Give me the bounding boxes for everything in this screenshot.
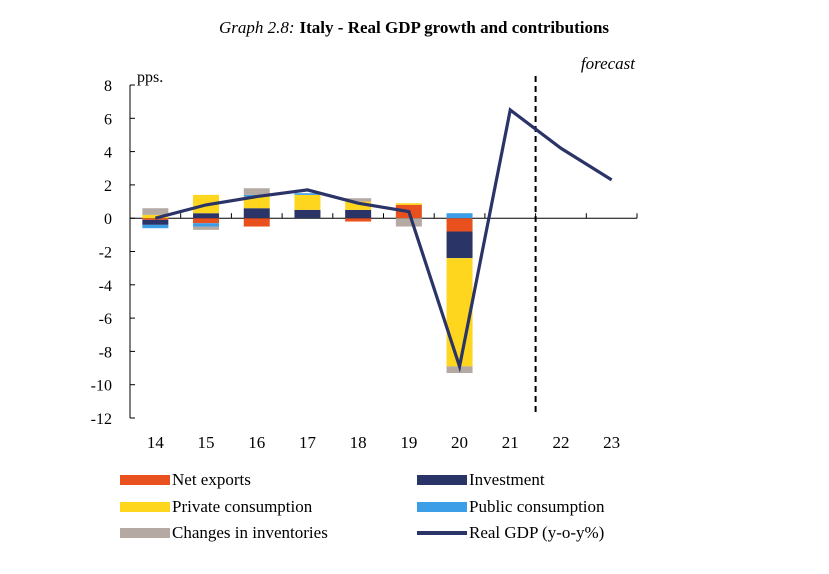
bar-changes-in-inventories	[395, 218, 422, 227]
legend-label-private-consumption: Private consumption	[172, 497, 313, 516]
legend-item-investment: Investment	[417, 468, 545, 492]
bar-private-consumption	[345, 201, 372, 210]
bar-public-consumption	[142, 224, 169, 229]
bar-changes-in-inventories	[142, 208, 169, 215]
bar-net-exports	[243, 218, 270, 227]
legend-label-real-gdp: Real GDP (y-o-y%)	[469, 523, 605, 542]
chart-title-text: Italy - Real GDP growth and contribution…	[300, 18, 610, 37]
y-tick-label: 0	[104, 211, 112, 228]
bar-private-consumption	[243, 196, 270, 209]
x-tick-label: 19	[400, 433, 417, 452]
y-tick-label: -2	[99, 245, 112, 262]
legend-item-real-gdp: Real GDP (y-o-y%)	[417, 521, 604, 545]
bar-changes-in-inventories	[243, 188, 270, 195]
x-tick-label: 22	[552, 433, 569, 452]
bar-net-exports	[345, 218, 372, 222]
bar-public-consumption	[294, 193, 321, 195]
bar-investment	[142, 219, 169, 225]
gdp-line-layer	[154, 107, 613, 373]
bar-private-consumption	[446, 258, 473, 367]
bar-net-exports	[142, 218, 169, 220]
forecast-label: forecast	[581, 54, 636, 73]
bar-private-consumption	[395, 203, 422, 205]
legend-label-public-consumption: Public consumption	[469, 497, 605, 516]
y-tick-label: 2	[104, 178, 112, 195]
x-tick-label: 17	[299, 433, 317, 452]
legend-item-changes-in-inventories: Changes in inventories	[120, 521, 328, 545]
bar-changes-in-inventories	[345, 198, 372, 202]
legend-swatch-net-exports	[120, 475, 170, 485]
legend-label-net-exports: Net exports	[172, 470, 251, 489]
y-axis-unit-label: pps.	[137, 69, 163, 86]
x-tick-label: 14	[147, 433, 165, 452]
bar-public-consumption	[446, 213, 473, 219]
bars	[142, 188, 473, 374]
legend-label-investment: Investment	[469, 470, 545, 489]
legend-swatch-investment	[417, 475, 467, 485]
bar-investment	[345, 209, 372, 219]
bar-changes-in-inventories	[193, 226, 220, 230]
x-tick-label: 18	[350, 433, 367, 452]
bar-investment	[294, 209, 321, 219]
legend-item-private-consumption: Private consumption	[120, 495, 312, 519]
legend-label-changes-in-inventories: Changes in inventories	[172, 523, 328, 542]
bar-investment	[193, 213, 220, 219]
x-tick-label: 15	[198, 433, 215, 452]
y-tick-label: 6	[104, 111, 112, 128]
y-tick-label: -8	[99, 344, 112, 361]
x-tick-label: 16	[248, 433, 265, 452]
legend-item-public-consumption: Public consumption	[417, 495, 605, 519]
gdp-line	[154, 107, 613, 373]
y-tick-label: 8	[104, 78, 112, 95]
bar-private-consumption	[142, 214, 169, 219]
y-tick-label: 4	[104, 145, 112, 162]
y-tick-label: -12	[91, 411, 112, 428]
bar-investment	[446, 231, 473, 259]
legend-swatch-changes-in-inventories	[120, 528, 170, 538]
legend: Net exports Private consumption Changes …	[120, 468, 680, 558]
legend-item-net-exports: Net exports	[120, 468, 251, 492]
bar-public-consumption	[193, 223, 220, 227]
legend-swatch-private-consumption	[120, 502, 170, 512]
legend-swatch-real-gdp	[417, 531, 467, 535]
bar-private-consumption	[294, 194, 321, 210]
bar-net-exports	[193, 218, 220, 224]
chart-title: Graph 2.8: Italy - Real GDP growth and co…	[219, 18, 609, 37]
x-tick-label: 23	[603, 433, 620, 452]
x-tick-label: 20	[451, 433, 468, 452]
y-tick-label: -10	[91, 378, 112, 395]
chart-title-prefix: Graph 2.8:	[219, 18, 295, 37]
x-tick-label: 21	[502, 433, 519, 452]
y-tick-label: -4	[99, 278, 112, 295]
bar-investment	[243, 208, 270, 219]
legend-swatch-public-consumption	[417, 502, 467, 512]
bar-net-exports	[446, 218, 473, 232]
y-tick-label: -6	[99, 311, 112, 328]
